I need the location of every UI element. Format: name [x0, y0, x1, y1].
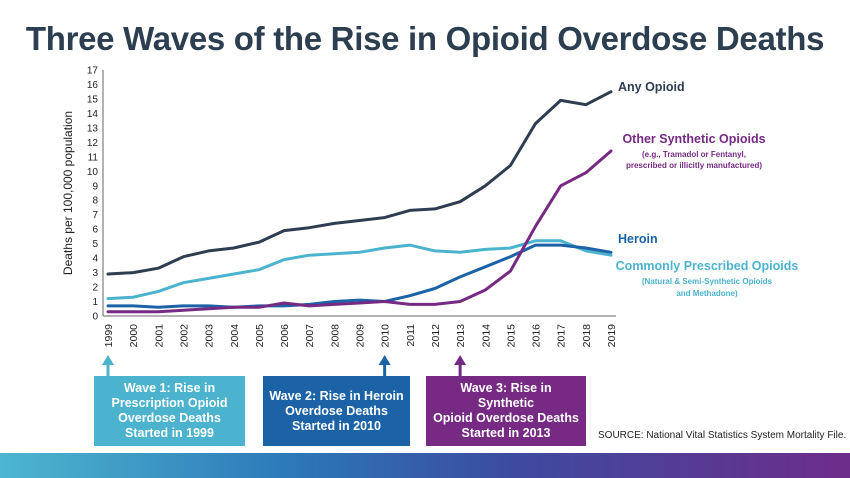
x-tick-label: 1999 [103, 324, 115, 348]
wave-2-text: Wave 2: Rise in Heroin Overdose Deaths S… [269, 388, 404, 433]
wave-3-arrow-head [454, 355, 467, 365]
x-tick-label: 2009 [355, 324, 367, 348]
wave-2-box: Wave 2: Rise in Heroin Overdose Deaths S… [263, 376, 410, 446]
wave-1-text: Wave 1: Rise in Prescription Opioid Over… [111, 381, 228, 440]
y-tick-label: 1 [92, 297, 98, 308]
y-tick-label: 5 [92, 239, 98, 250]
wave-2-arrow-head [378, 355, 391, 365]
y-tick-label: 10 [87, 167, 99, 178]
y-tick-label: 3 [92, 268, 98, 279]
x-tick-label: 2006 [279, 324, 291, 348]
x-tick-label: 2001 [153, 324, 165, 348]
chart-title: Three Waves of the Rise in Opioid Overdo… [25, 20, 825, 57]
x-tick-label: 2012 [430, 324, 442, 348]
x-tick-label: 2014 [480, 324, 492, 348]
x-tick-label: 2015 [505, 324, 517, 348]
x-tick-label: 2019 [606, 324, 618, 348]
y-tick-label: 13 [87, 123, 99, 134]
wave-3-text: Wave 3: Rise in Synthetic Opioid Overdos… [433, 381, 579, 440]
label-other-synthetic-note1: (e.g., Tramadol or Fentanyl, [642, 150, 746, 159]
y-axis-label: Deaths per 100,000 population [61, 111, 75, 275]
series-labels: Any Opioid Other Synthetic Opioids (e.g.… [616, 80, 799, 298]
x-tick-label: 2017 [556, 324, 568, 348]
label-other-synthetic-note2: prescribed or illicitly manufactured) [626, 161, 762, 170]
label-heroin: Heroin [618, 232, 658, 246]
series-line-any-opioid [106, 90, 613, 276]
x-tick-label: 2005 [254, 324, 266, 348]
x-tick-label: 2013 [455, 324, 467, 348]
x-tick-label: 2011 [405, 324, 417, 347]
series-line-commonly-prescribed-opioids [106, 239, 613, 301]
wave-1-arrow-head [102, 355, 114, 365]
wave-1-box: Wave 1: Rise in Prescription Opioid Over… [94, 376, 245, 446]
x-tick-label: 2004 [229, 324, 241, 348]
x-tick-label: 2003 [204, 324, 216, 348]
y-tick-label: 15 [87, 94, 99, 105]
x-tick-label: 2007 [304, 324, 316, 348]
label-other-synthetic: Other Synthetic Opioids [622, 132, 765, 146]
y-tick-label: 17 [87, 66, 99, 77]
y-tick-label: 12 [87, 138, 99, 149]
y-tick-label: 7 [92, 210, 98, 221]
series-lines [106, 90, 613, 314]
series-line-heroin [106, 243, 613, 309]
y-tick-label: 9 [92, 181, 98, 192]
y-tick-label: 0 [92, 312, 98, 323]
source-note: SOURCE: National Vital Statistics System… [598, 430, 847, 441]
label-prescribed-note1: (Natural & Semi-Synthetic Opioids [642, 277, 773, 286]
y-tick-label: 11 [88, 152, 99, 163]
y-tick-label: 4 [92, 254, 98, 265]
x-tick-label: 2010 [380, 324, 392, 348]
series-line-other-synthetic-opioids [106, 149, 613, 314]
x-tick-label: 2016 [531, 324, 543, 348]
wave-3-box: Wave 3: Rise in Synthetic Opioid Overdos… [426, 376, 586, 446]
y-tick-label: 16 [87, 80, 99, 91]
x-tick-label: 2008 [329, 324, 341, 348]
footer-gradient-bar [0, 453, 850, 478]
y-tick-label: 8 [92, 196, 98, 207]
y-tick-label: 14 [87, 109, 99, 120]
label-prescribed: Commonly Prescribed Opioids [616, 259, 799, 273]
x-tick-label: 2018 [581, 324, 593, 348]
label-any-opioid: Any Opioid [618, 80, 685, 94]
label-prescribed-note2: and Methadone) [676, 289, 738, 298]
y-tick-label: 2 [92, 283, 98, 294]
x-tick-label: 2000 [128, 324, 140, 348]
y-tick-label: 6 [92, 225, 98, 236]
wave-arrows [102, 355, 467, 376]
x-tick-label: 2002 [178, 324, 190, 348]
